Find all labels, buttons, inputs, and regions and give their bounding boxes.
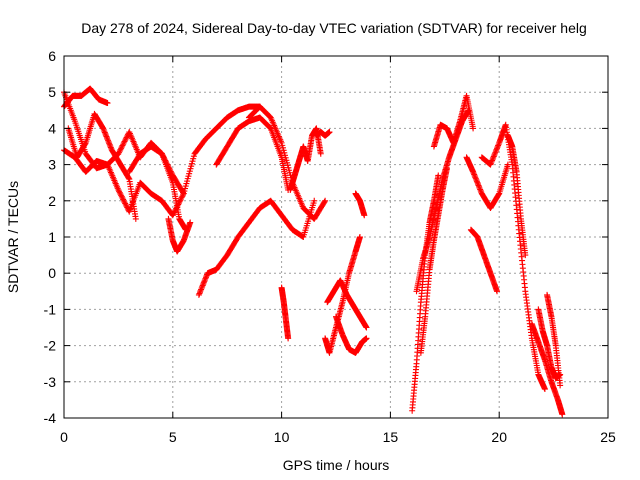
y-tick-label: 2 <box>48 193 56 209</box>
data-point <box>122 201 129 208</box>
data-point <box>117 146 124 153</box>
grid-lines <box>64 56 608 418</box>
series-arc-24 <box>504 132 529 259</box>
data-point <box>119 195 126 202</box>
data-point <box>326 129 333 136</box>
data-point <box>122 200 129 207</box>
data-point <box>435 172 442 179</box>
data-point <box>311 197 318 204</box>
y-tick-label: 4 <box>48 120 56 136</box>
series-arc-8 <box>213 114 292 193</box>
data-point <box>118 193 125 200</box>
data-point <box>116 149 123 156</box>
x-tick-label: 25 <box>600 429 616 445</box>
data-point <box>115 186 122 193</box>
x-tick-labels: 0 5 10 15 20 25 <box>60 429 616 445</box>
data-point <box>169 212 176 219</box>
y-tick-label: 6 <box>48 48 56 64</box>
data-point <box>180 189 186 196</box>
y-tick-label: -4 <box>44 410 57 426</box>
data-point <box>123 134 130 141</box>
data-point <box>363 335 370 342</box>
data-point <box>559 411 566 418</box>
y-tick-label: 3 <box>48 157 56 173</box>
data-point <box>176 198 183 205</box>
data-point <box>116 148 123 155</box>
data-point <box>171 208 178 215</box>
series-arc-23 <box>478 121 548 393</box>
data-point <box>116 188 123 195</box>
series-arc-27 <box>544 291 564 389</box>
data-point <box>322 197 329 204</box>
data-point <box>104 100 111 107</box>
data-point <box>120 197 127 204</box>
axis-ticks <box>63 55 609 419</box>
data-point <box>321 198 328 205</box>
data-point <box>120 196 127 203</box>
data-point <box>118 143 125 150</box>
series-arc-22 <box>467 226 501 295</box>
data-point <box>180 190 187 197</box>
series-arc-16 <box>352 190 368 219</box>
data-point <box>121 199 128 206</box>
data-point <box>132 215 139 222</box>
x-tick-label: 10 <box>274 429 290 445</box>
data-point <box>118 145 125 152</box>
data-point <box>119 142 126 149</box>
data-point <box>541 386 548 393</box>
x-tick-label: 5 <box>169 429 177 445</box>
x-tick-label: 20 <box>491 429 507 445</box>
data-point <box>266 124 273 131</box>
y-tick-label: -2 <box>44 338 57 354</box>
series-arc-25 <box>528 320 566 418</box>
data-point <box>117 191 124 198</box>
data-point <box>120 139 127 146</box>
data-point <box>178 194 185 201</box>
series-arc-10 <box>278 284 292 342</box>
data-point <box>494 288 501 295</box>
data-point <box>356 234 363 240</box>
series-arc-11 <box>287 125 324 193</box>
y-tick-label: -3 <box>44 374 57 390</box>
chart-title: Day 278 of 2024, Sidereal Day-to-day VTE… <box>81 20 587 36</box>
data-point <box>122 137 129 144</box>
series-arc-15 <box>333 313 370 356</box>
data-point <box>121 138 128 145</box>
data-point <box>470 125 477 132</box>
x-tick-label: 0 <box>60 429 68 445</box>
x-tick-label: 15 <box>383 429 399 445</box>
series-arc-12 <box>313 129 333 139</box>
series-arc-21 <box>463 154 511 212</box>
x-axis-label: GPS time / hours <box>283 457 390 473</box>
data-point <box>170 210 177 217</box>
data-point <box>363 324 370 331</box>
series-arc-2 <box>61 85 111 110</box>
data-point <box>118 192 125 199</box>
y-tick-label: 5 <box>48 84 56 100</box>
y-tick-labels: -4 -3 -2 -1 0 1 2 3 4 5 6 <box>44 48 57 426</box>
series-arc-20 <box>430 92 477 150</box>
data-point <box>177 195 184 202</box>
y-tick-label: 0 <box>48 265 56 281</box>
data-point <box>120 141 127 148</box>
data-point <box>317 150 324 157</box>
series-arc-6 <box>165 215 194 255</box>
series-arc-9 <box>245 103 329 222</box>
y-tick-label: 1 <box>48 229 56 245</box>
data-points <box>61 85 566 418</box>
y-tick-label: -1 <box>44 301 57 317</box>
data-point <box>557 382 564 389</box>
data-point <box>285 335 292 342</box>
data-point <box>116 189 123 196</box>
series-arc-4 <box>65 110 139 222</box>
data-point <box>122 135 129 142</box>
series-arc-13 <box>322 234 363 356</box>
series-arc-14 <box>324 277 370 331</box>
data-point <box>522 252 529 259</box>
data-point <box>187 219 194 226</box>
series-arc-7 <box>195 197 318 298</box>
y-axis-label: SDTVAR / TECUs <box>5 181 21 293</box>
data-point <box>361 212 368 219</box>
